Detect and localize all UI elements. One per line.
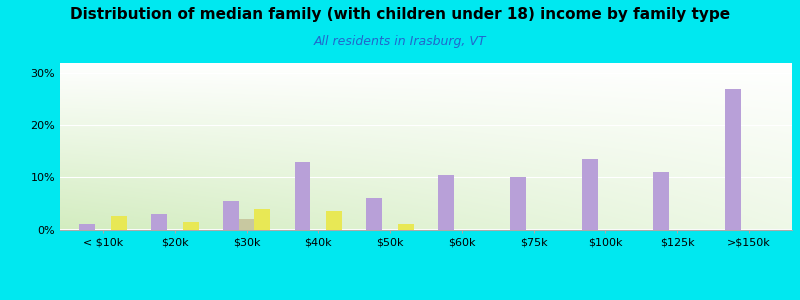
Bar	[182, 222, 198, 230]
Bar	[326, 211, 342, 230]
Bar	[223, 201, 238, 230]
Bar	[510, 178, 526, 230]
Bar	[366, 198, 382, 230]
Bar	[151, 214, 167, 230]
Bar	[438, 175, 454, 230]
Bar	[79, 224, 95, 230]
Bar	[726, 89, 741, 230]
Text: All residents in Irasburg, VT: All residents in Irasburg, VT	[314, 34, 486, 47]
Bar	[294, 162, 310, 230]
Bar	[654, 172, 670, 230]
Bar	[111, 217, 126, 230]
Bar	[254, 209, 270, 230]
Bar	[398, 224, 414, 230]
Bar	[582, 159, 598, 230]
Bar	[238, 219, 254, 230]
Text: Distribution of median family (with children under 18) income by family type: Distribution of median family (with chil…	[70, 8, 730, 22]
